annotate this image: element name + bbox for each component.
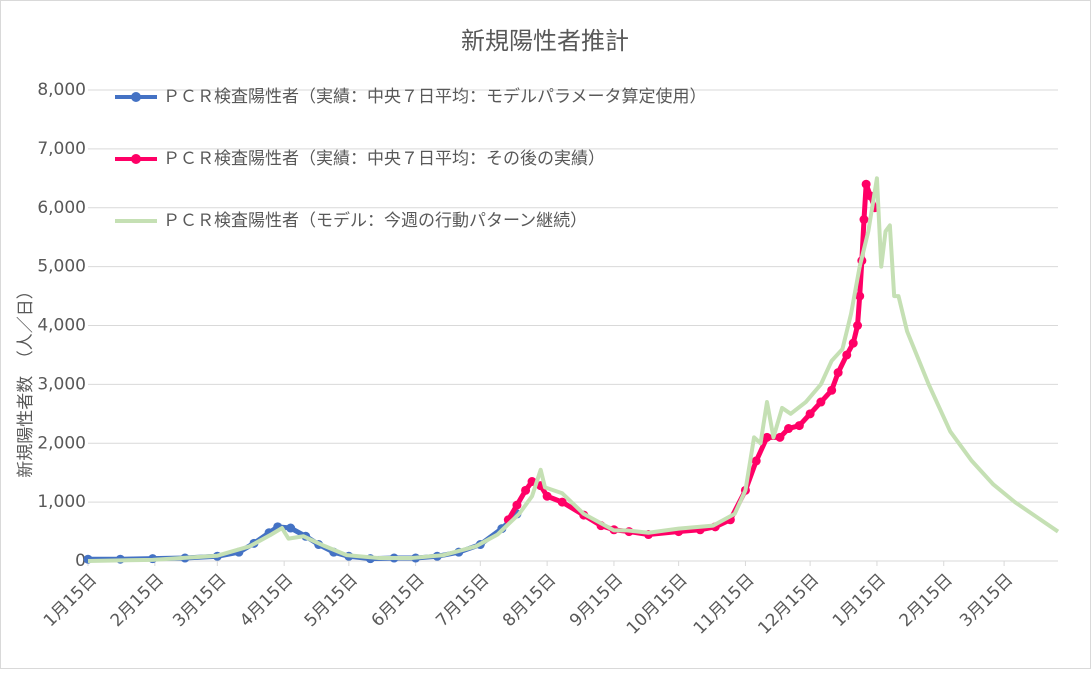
data-point [794, 421, 804, 431]
y-tick-label: 3,000 [37, 374, 86, 394]
data-point [833, 368, 843, 378]
chart-title: 新規陽性者推計 [461, 27, 629, 55]
data-point [286, 523, 296, 533]
legend-marker [131, 154, 141, 164]
data-point [848, 338, 858, 348]
series-line [87, 176, 1060, 563]
y-tick-label: 2,000 [37, 433, 86, 453]
legend-label: ＰＣＲ検査陽性者（実績：中央７日平均：その後の実績） [163, 149, 605, 169]
legend-label: ＰＣＲ検査陽性者（モデル：今週の行動パターン継続） [163, 210, 587, 231]
data-point [784, 424, 794, 434]
legend-marker [131, 92, 141, 102]
data-point [521, 485, 531, 495]
data-point [775, 432, 785, 442]
data-point [859, 215, 869, 225]
y-tick-label: 0 [75, 551, 86, 571]
data-point [842, 350, 852, 360]
data-point [816, 397, 826, 407]
y-tick-label: 1,000 [37, 492, 86, 512]
y-tick-label: 5,000 [37, 257, 86, 277]
y-tick-label: 8,000 [37, 80, 86, 100]
y-axis-label: 新規陽性者数 （人／日） [16, 282, 36, 478]
data-point [853, 321, 863, 330]
y-tick-label: 7,000 [37, 139, 86, 159]
data-point [542, 491, 552, 501]
data-point [762, 432, 772, 442]
y-tick-label: 4,000 [37, 316, 86, 336]
y-tick-label: 6,000 [37, 198, 86, 218]
data-point [861, 179, 871, 189]
data-point [855, 291, 865, 301]
data-point [557, 497, 567, 507]
data-point [805, 409, 815, 419]
data-point [751, 456, 761, 466]
data-point [827, 385, 837, 395]
data-point [512, 500, 522, 510]
legend-label: ＰＣＲ検査陽性者（実績：中央７日平均：モデルパラメータ算定使用） [163, 86, 707, 107]
